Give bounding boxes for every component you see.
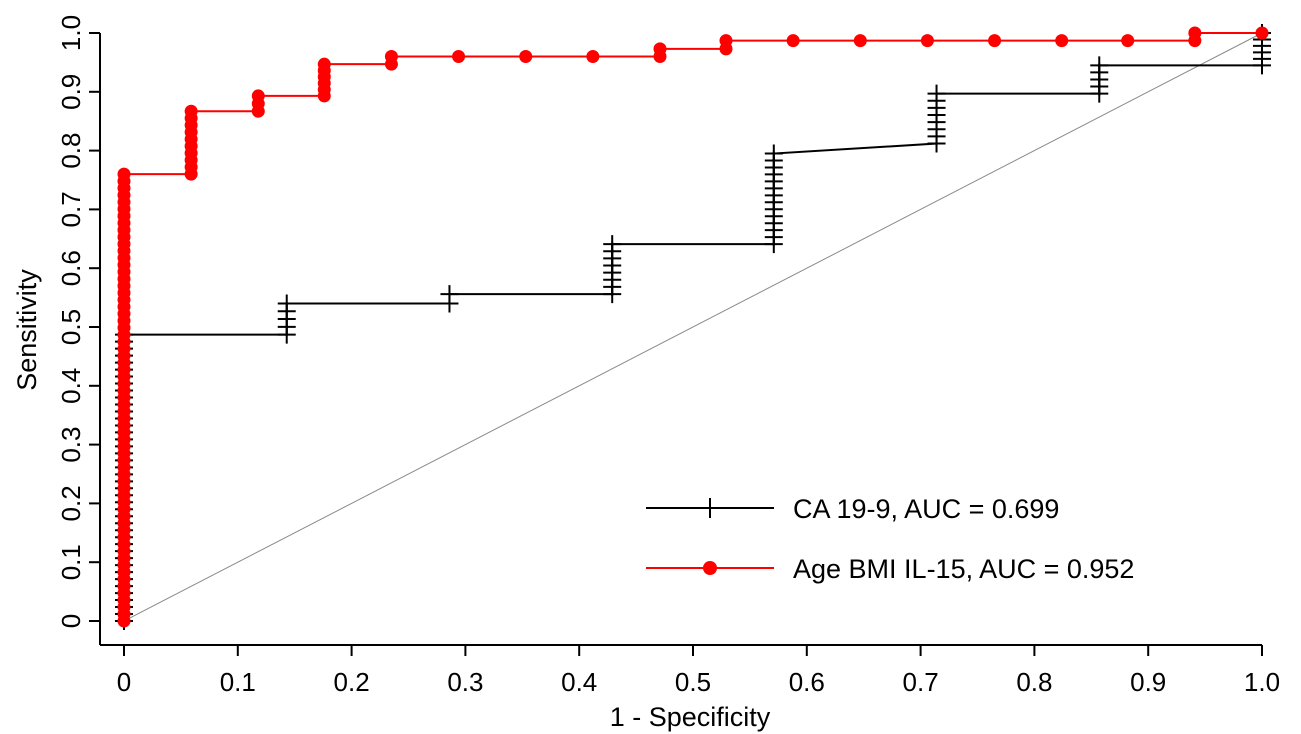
series-marker <box>452 50 466 64</box>
chart-axes <box>99 33 1262 646</box>
y-tick-label: 0.7 <box>56 191 86 227</box>
series-marker <box>384 50 398 64</box>
x-tick-label: 0.5 <box>675 667 711 697</box>
x-tick-label: 0.2 <box>334 667 370 697</box>
y-ticks: 0 0.1 0.2 0.3 0.4 0.5 0.6 0.7 0.8 0.9 1.0 <box>56 15 100 628</box>
y-axis-label: Sensitivity <box>12 269 42 391</box>
y-tick-label: 0.3 <box>56 427 86 463</box>
y-tick-label: 0.9 <box>56 74 86 110</box>
x-tick-label: 0 <box>117 667 131 697</box>
series-marker <box>317 57 331 71</box>
series-layer <box>115 24 1271 630</box>
reference-diagonal <box>123 32 1263 622</box>
series-marker <box>519 50 533 64</box>
series-marker <box>1090 56 1109 75</box>
y-tick-label: 0.4 <box>56 368 86 404</box>
series-marker <box>603 235 622 254</box>
y-tick-label: 0.8 <box>56 133 86 169</box>
series-marker <box>1121 34 1135 48</box>
legend-label-age-bmi-il15: Age BMI IL-15, AUC = 0.952 <box>793 554 1134 584</box>
y-tick-label: 0.1 <box>56 544 86 580</box>
series-marker <box>786 34 800 48</box>
legend: CA 19-9, AUC = 0.699 Age BMI IL-15, AUC … <box>646 494 1134 584</box>
series-marker <box>586 50 600 64</box>
series-marker <box>117 167 131 181</box>
y-tick-label: 0.2 <box>56 485 86 521</box>
x-tick-label: 0.6 <box>789 667 825 697</box>
x-tick-label: 0.9 <box>1130 667 1166 697</box>
series-marker <box>184 104 198 118</box>
y-tick-label: 0 <box>56 614 86 628</box>
series-marker <box>853 34 867 48</box>
y-tick-label: 0.6 <box>56 250 86 286</box>
x-tick-label: 0.3 <box>447 667 483 697</box>
series-marker <box>1188 26 1202 40</box>
x-tick-label: 1.0 <box>1244 667 1280 697</box>
series-marker <box>719 34 733 48</box>
series-marker <box>988 34 1002 48</box>
legend-marker-age-bmi-il15 <box>703 561 717 575</box>
series-marker <box>1055 34 1069 48</box>
x-ticks: 0 0.1 0.2 0.3 0.4 0.5 0.6 0.7 0.8 0.9 1.0 <box>117 645 1280 697</box>
series-marker <box>1255 26 1269 40</box>
series-marker <box>251 89 265 103</box>
y-tick-label: 0.5 <box>56 309 86 345</box>
legend-label-ca19-9: CA 19-9, AUC = 0.699 <box>793 494 1059 524</box>
series-marker <box>764 144 783 163</box>
series-marker <box>920 34 934 48</box>
x-axis-label: 1 - Specificity <box>610 702 771 732</box>
y-tick-label: 1.0 <box>56 15 86 51</box>
x-tick-label: 0.7 <box>903 667 939 697</box>
x-tick-label: 0.1 <box>220 667 256 697</box>
series-1 <box>117 26 1269 628</box>
series-marker <box>277 294 296 313</box>
series-marker <box>440 285 459 304</box>
legend-marker-ca19-9 <box>700 498 720 518</box>
series-marker <box>653 42 667 56</box>
x-tick-label: 0.4 <box>561 667 597 697</box>
series-marker <box>927 84 946 103</box>
x-tick-label: 0.8 <box>1016 667 1052 697</box>
